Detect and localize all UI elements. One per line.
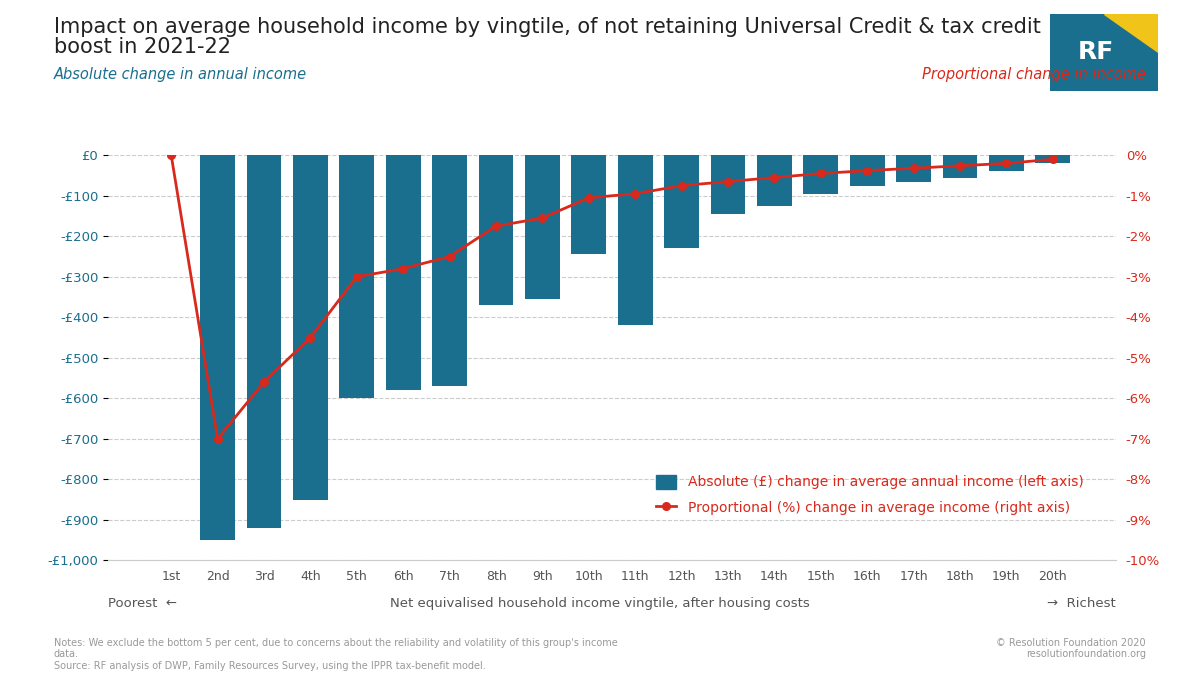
Text: RF: RF [1078, 40, 1114, 64]
Bar [618, 155, 653, 325]
Bar [942, 155, 977, 178]
Text: © Resolution Foundation 2020
resolutionfoundation.org: © Resolution Foundation 2020 resolutionf… [996, 638, 1146, 659]
Text: Notes: We exclude the bottom 5 per cent, due to concerns about the reliability a: Notes: We exclude the bottom 5 per cent,… [54, 638, 618, 671]
Bar [664, 155, 698, 248]
Text: boost in 2021-22: boost in 2021-22 [54, 37, 230, 57]
Text: Poorest  ←: Poorest ← [108, 597, 178, 610]
Bar [571, 155, 606, 254]
Bar [479, 155, 514, 305]
Text: →  Richest: → Richest [1048, 597, 1116, 610]
Text: Absolute change in annual income: Absolute change in annual income [54, 68, 307, 82]
Text: Impact on average household income by vingtile, of not retaining Universal Credi: Impact on average household income by vi… [54, 17, 1040, 37]
Bar [293, 155, 328, 500]
Legend: Absolute (£) change in average annual income (left axis), Proportional (%) chang: Absolute (£) change in average annual in… [650, 469, 1088, 521]
Text: Net equivalised household income vingtile, after housing costs: Net equivalised household income vingtil… [390, 597, 810, 610]
Bar [989, 155, 1024, 171]
Bar [850, 155, 884, 186]
Bar [757, 155, 792, 206]
Bar [386, 155, 421, 390]
Bar [247, 155, 282, 528]
Bar [1036, 155, 1070, 163]
Text: Proportional change in income: Proportional change in income [922, 68, 1146, 82]
Bar [526, 155, 560, 299]
Bar [896, 155, 931, 182]
Polygon shape [1104, 14, 1158, 53]
Bar [710, 155, 745, 214]
Bar [340, 155, 374, 398]
Bar [432, 155, 467, 386]
Bar [200, 155, 235, 540]
Bar [803, 155, 838, 194]
